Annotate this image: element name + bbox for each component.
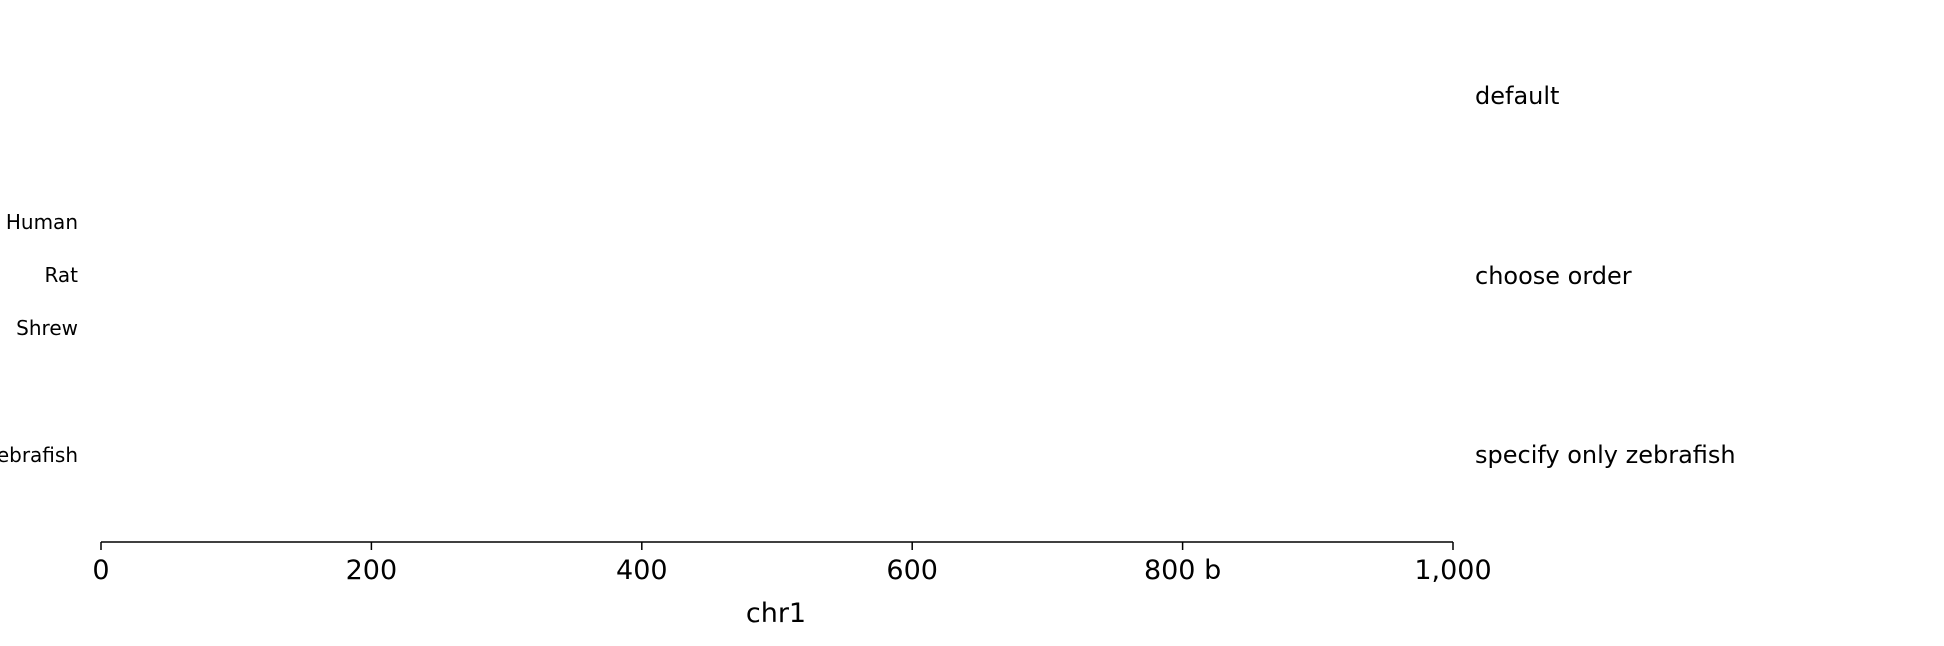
track-title: specify only zebrafish bbox=[1475, 441, 1736, 469]
x-tick-label: 800 b bbox=[1144, 555, 1221, 586]
row-label: Rat bbox=[44, 263, 78, 287]
tracks-layer: default choose order Human Rat Shrew specify … bbox=[0, 82, 1736, 469]
track-title: default bbox=[1475, 82, 1559, 110]
row-label: Shrew bbox=[16, 316, 78, 340]
row-label: Zebrafish bbox=[0, 443, 78, 467]
track-title: choose order bbox=[1475, 262, 1632, 290]
row-label: Human bbox=[6, 210, 78, 234]
x-axis-label: chr1 bbox=[746, 598, 806, 629]
x-tick-label: 200 bbox=[346, 555, 398, 586]
x-tick-label: 600 bbox=[886, 555, 938, 586]
x-tick-label: 1,000 bbox=[1414, 555, 1491, 586]
x-axis: 0 200 400 600 800 b 1,000 bbox=[92, 541, 1492, 586]
x-tick-label: 0 bbox=[92, 555, 109, 586]
x-tick-label: 400 bbox=[616, 555, 668, 586]
